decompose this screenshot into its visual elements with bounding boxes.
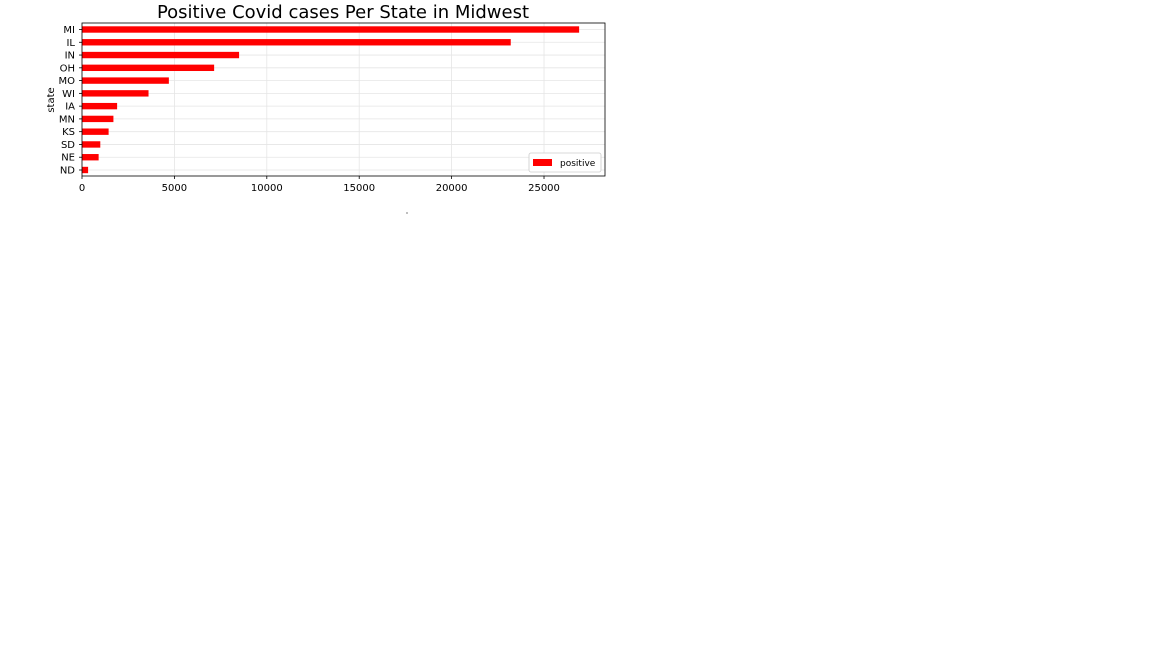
x-tick-label: 0 [79,183,85,194]
y-tick-label: OH [60,63,75,74]
plot-frame [81,22,606,177]
y-tick-label: MI [63,25,75,36]
legend: positive [528,152,602,173]
bar-mo [82,77,169,84]
bar-ks [82,128,109,135]
x-tick-label: 15000 [343,183,375,194]
bar-sd [82,141,101,148]
bar-il [82,39,511,46]
stray-dot [406,212,408,214]
bar-wi [82,90,149,97]
chart-title: Positive Covid cases Per State in Midwes… [157,2,529,23]
legend-swatch [533,159,552,166]
bar-ne [82,154,99,161]
x-tick-label: 20000 [436,183,468,194]
bars [82,26,580,174]
bar-mn [82,115,114,123]
y-tick-label: IA [65,102,75,113]
y-tick-label: NE [61,153,75,164]
x-tick-label: 10000 [251,183,283,194]
legend-label: positive [560,159,596,169]
legend-box [528,152,602,173]
y-axis-label: state [46,87,57,112]
x-tick-label: 25000 [528,183,560,194]
bar-mi [82,26,580,33]
y-tick-label: KS [62,127,75,138]
bar-oh [82,64,215,72]
bar-nd [82,166,89,174]
y-tick-label: SD [61,140,75,151]
y-tick-label: MN [59,114,75,125]
bar-ia [82,102,118,110]
bar-in [82,51,240,59]
y-tick-label: MO [59,76,76,87]
y-tick-label: WI [62,89,75,100]
x-tick-label: 5000 [162,183,187,194]
x-tick-labels: 0 5000 10000 15000 20000 25000 [79,176,560,194]
y-tick-label: IL [66,38,75,49]
y-tick-label: IN [65,51,75,62]
y-tick-label: ND [60,166,75,177]
grid-lines [81,23,605,176]
